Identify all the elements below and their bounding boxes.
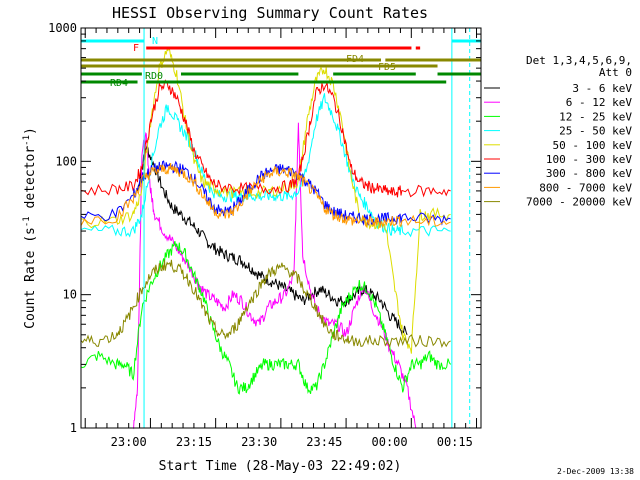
series-line-3: [80, 93, 451, 238]
flag-label-f: F: [133, 43, 139, 54]
x-tick-label: 00:15: [437, 435, 473, 449]
legend-entry-label: 3 - 6 keV: [572, 82, 632, 95]
x-tick-label: 23:30: [241, 435, 277, 449]
y-tick-label: 10: [63, 288, 77, 302]
series-line-0: [137, 144, 408, 336]
y-tick-label: 1000: [48, 21, 77, 35]
legend-entry-label: 100 - 300 keV: [546, 153, 632, 166]
legend-header: Att 0: [599, 66, 632, 79]
legend-entry-label: 800 - 7000 keV: [539, 181, 632, 194]
x-tick-label: 23:00: [111, 435, 147, 449]
y-axis-label-mid: detector: [23, 146, 38, 217]
y-axis-label: Count Rate (s-1 detector-1): [22, 127, 38, 329]
series-line-8: [80, 259, 451, 349]
y-axis: 1 10 100 1000: [48, 21, 481, 435]
series-line-5: [80, 79, 451, 198]
legend-entry-label: 25 - 50 keV: [559, 125, 632, 138]
y-axis-label-sup2: -1: [22, 135, 32, 146]
x-tick-label: 23:15: [176, 435, 212, 449]
y-axis-label-suffix: ): [23, 127, 38, 135]
flag-label-fd5: FD5: [378, 62, 396, 73]
flag-label-rd4: RD4: [110, 78, 128, 89]
series-line-4: [80, 46, 451, 354]
x-axis: 23:00 23:15 23:30 23:45 00:00 00:15: [84, 28, 478, 449]
x-axis-label: Start Time (28-May-03 22:49:02): [159, 459, 402, 474]
y-axis-label-prefix: Count Rate (s: [23, 227, 38, 329]
footer-timestamp: 2-Dec-2009 13:38: [557, 467, 634, 476]
series-layer: [80, 28, 471, 430]
chart-title: HESSI Observing Summary Count Rates: [112, 4, 428, 22]
series-line-2: [80, 240, 452, 395]
legend-entry-label: 6 - 12 keV: [566, 96, 633, 109]
flag-label-n: N: [152, 36, 158, 47]
y-axis-label-sup: -1: [22, 216, 32, 227]
flag-label-fd4: FD4: [346, 54, 364, 65]
legend-header: Det 1,3,4,5,6,9,: [526, 54, 632, 67]
legend-entry-label: 50 - 100 keV: [553, 139, 633, 152]
flag-bars: N F FD4 FD5 RD0 RD4: [81, 36, 481, 89]
legend-entry-label: 12 - 25 keV: [559, 110, 632, 123]
legend-entry-label: 300 - 800 keV: [546, 167, 632, 180]
y-tick-label: 100: [55, 154, 77, 168]
legend-entry-label: 7000 - 20000 keV: [526, 196, 632, 209]
flag-label-rd0: RD0: [145, 71, 163, 82]
x-tick-label: 00:00: [372, 435, 408, 449]
series-line-7: [80, 163, 451, 229]
y-tick-label: 1: [70, 421, 77, 435]
x-tick-label: 23:45: [306, 435, 342, 449]
